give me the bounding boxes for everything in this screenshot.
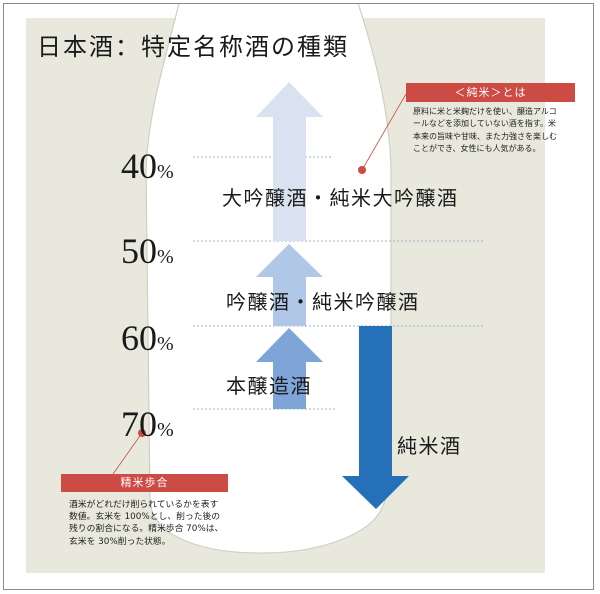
callout-dot-junmai bbox=[358, 166, 366, 174]
level-unit: % bbox=[157, 333, 174, 355]
callout-body-seimaibuai: 酒米がどれだけ削られているかを表す 数値。玄米を 100%とし、削った後の 残り… bbox=[69, 499, 223, 548]
level-label-60: 60% bbox=[121, 320, 174, 364]
callout-line: ことができ、女性にも人気がある。 bbox=[413, 144, 541, 154]
sake-bottle-shape bbox=[146, 3, 391, 554]
arrow-up-daiginjo bbox=[256, 82, 323, 241]
level-label-70: 70% bbox=[121, 406, 174, 450]
level-number: 50 bbox=[121, 231, 157, 271]
level-label-40: 40% bbox=[121, 148, 174, 192]
level-number: 40 bbox=[121, 146, 157, 186]
arrow-down-junmai bbox=[342, 326, 409, 509]
callout-line: 玄米を 30%削った状態。 bbox=[69, 536, 171, 547]
callout-body-junmai: 原料に米と米麹だけを使い、醸造アルコ ールなどを添加していない酒を指す。米 本来… bbox=[413, 106, 557, 156]
sake-type-daiginjo: 大吟醸酒・純米大吟醸酒 bbox=[222, 188, 459, 210]
callout-heading-seimaibuai: 精米歩合 bbox=[61, 474, 228, 492]
sake-type-ginjo: 吟醸酒・純米吟醸酒 bbox=[226, 292, 420, 314]
level-unit: % bbox=[157, 246, 174, 268]
outer-frame bbox=[3, 3, 594, 590]
level-unit: % bbox=[157, 419, 174, 441]
sake-bottle-outline bbox=[145, 2, 392, 554]
arrow-up-honjozo bbox=[256, 328, 323, 409]
callout-dot-seimaibuai bbox=[138, 429, 146, 437]
sake-type-junmai: 純米酒 bbox=[397, 436, 462, 458]
level-label-50: 50% bbox=[121, 233, 174, 277]
callout-connector-seimaibuai bbox=[112, 432, 143, 475]
sake-type-honjozo: 本醸造酒 bbox=[226, 376, 312, 398]
callout-line: 本来の旨味や甘味、また力強さを楽しむ bbox=[413, 131, 557, 141]
callout-line: 残りの割合になる。精米歩合 70%は、 bbox=[69, 524, 224, 535]
page-title: 日本酒：特定名称酒の種類 bbox=[37, 35, 349, 61]
callout-connector-junmai bbox=[361, 93, 407, 171]
level-unit: % bbox=[157, 161, 174, 183]
callout-line: 原料に米と米麹だけを使い、醸造アルコ bbox=[413, 107, 557, 116]
callout-heading-junmai: ＜純米＞とは bbox=[406, 83, 575, 102]
arrow-up-ginjo bbox=[256, 244, 323, 326]
callout-line: 数値。玄米を 100%とし、削った後の bbox=[69, 512, 221, 523]
callout-line: ールなどを添加していない酒を指す。米 bbox=[413, 119, 556, 129]
callout-line: 酒米がどれだけ削られているかを表す bbox=[69, 500, 219, 510]
level-number: 70 bbox=[121, 404, 157, 444]
level-number: 60 bbox=[121, 318, 157, 358]
